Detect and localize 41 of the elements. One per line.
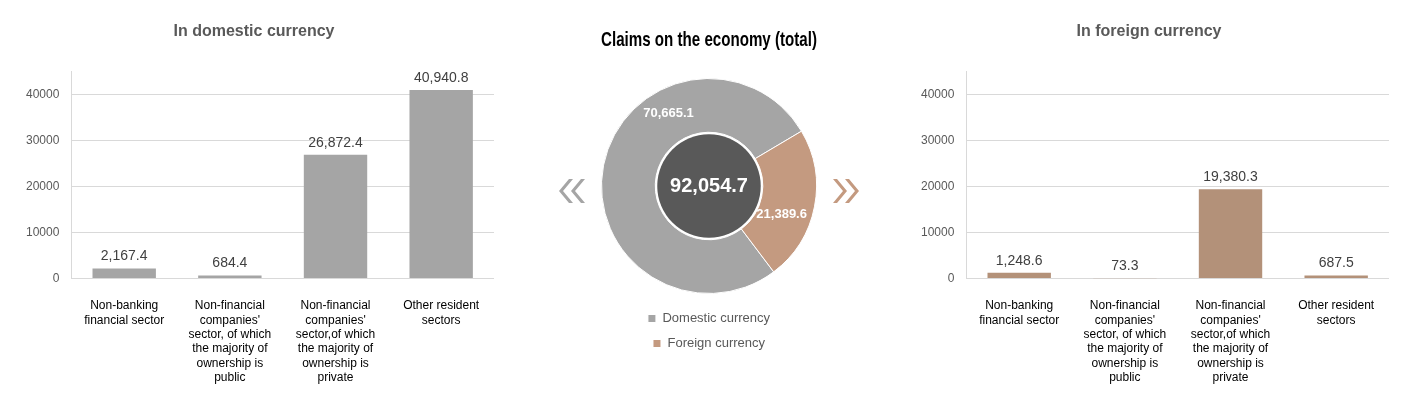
bar: [1304, 275, 1368, 279]
data-label: 684.4: [212, 254, 248, 271]
x-tick-label: Non-financial companies' sector,of which the majority of ownership is private: [295, 298, 376, 385]
data-label: 2,167.4: [100, 247, 148, 264]
data-label: 19,380.3: [1203, 168, 1258, 185]
data-label: 73.3: [1111, 257, 1139, 274]
data-label: 687.5: [1318, 254, 1354, 271]
data-label: 70,665.1: [643, 104, 694, 120]
x-tick-label: Non-banking financial sector: [979, 298, 1060, 327]
bar: [303, 154, 368, 279]
y-tick-label: 30000: [25, 132, 60, 147]
x-tick-label: Other resident sectors: [403, 298, 480, 327]
x-tick-label: Non-financial companies' sector, of which the majority of ownership is public: [1083, 298, 1167, 385]
legend-label: Domestic currency: [662, 310, 771, 326]
data-label: 21,389.6: [756, 205, 807, 221]
data-label: 26,872.4: [308, 133, 363, 150]
x-tick-label: Non-banking financial sector: [84, 298, 165, 327]
text: 92,054.7: [670, 173, 748, 196]
y-tick-label: 40000: [920, 86, 955, 101]
data-label: 1,248.6: [995, 251, 1043, 268]
y-tick-label: 20000: [25, 178, 60, 193]
bar: [1198, 189, 1263, 279]
y-tick-label: 40000: [25, 86, 60, 101]
y-tick-label: 0: [947, 270, 955, 285]
legend-label: Foreign currency: [667, 335, 766, 351]
y-tick-label: 30000: [920, 132, 955, 147]
bar: [987, 272, 1051, 279]
x-tick-label: Other resident sectors: [1298, 298, 1375, 327]
chart-title: In domestic currency: [173, 22, 335, 40]
y-tick-label: 10000: [920, 224, 955, 239]
x-tick-label: Non-financial companies' sector,of which the majority of ownership is private: [1190, 298, 1271, 385]
chart-title: Claims on the economy (total): [601, 27, 817, 51]
bar: [92, 268, 156, 279]
bar: [198, 275, 262, 279]
x-tick-label: Non-financial companies' sector, of which the majority of ownership is public: [188, 298, 272, 385]
data-label: 40,940.8: [413, 68, 469, 85]
y-tick-label: 0: [52, 270, 60, 285]
y-tick-label: 10000: [25, 224, 60, 239]
bar: [409, 89, 473, 279]
y-tick-label: 20000: [920, 178, 955, 193]
chart-title: In foreign currency: [1076, 22, 1222, 40]
